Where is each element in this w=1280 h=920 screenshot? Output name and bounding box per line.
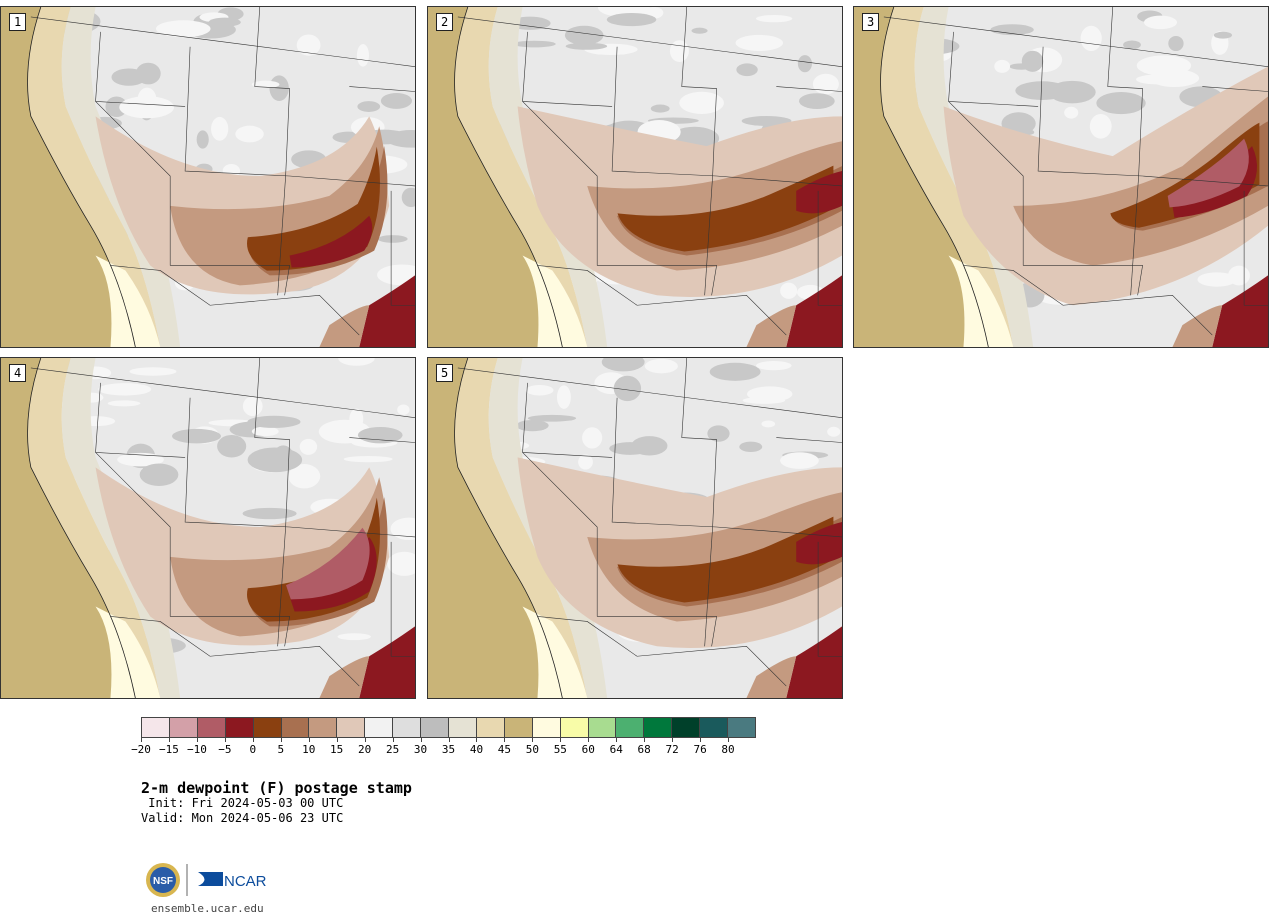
colorbar-swatch (448, 718, 477, 737)
colorbar-tick-mark (560, 738, 562, 742)
figure-title: 2-m dewpoint (F) postage stamp (141, 779, 412, 797)
colorbar-tick-mark (504, 738, 506, 742)
postage-stamp-3: 3 (853, 6, 1269, 348)
ncar-logo: NCAR (198, 872, 267, 890)
nsf-logo-text: NSF (153, 876, 173, 887)
postage-stamp-4: 4 (0, 357, 416, 699)
colorbar-swatch (672, 718, 701, 737)
colorbar-tick-mark (252, 738, 254, 742)
colorbar-swatch (588, 718, 617, 737)
colorbar-tick-label: 10 (302, 743, 316, 756)
colorbar-tick-mark (700, 738, 702, 742)
stamp-number-label: 4 (9, 364, 27, 382)
colorbar-tick-label: 68 (637, 743, 651, 756)
postage-stamp-5: 5 (427, 357, 843, 699)
postage-stamp-1: 1 (0, 6, 416, 348)
colorbar-tick-label: 60 (581, 743, 595, 756)
colorbar-tick-mark (224, 738, 226, 742)
colorbar-swatch (644, 718, 673, 737)
colorbar-tick-label: −20 (131, 743, 151, 756)
colorbar-swatch (197, 718, 226, 737)
colorbar-tick-label: 5 (277, 743, 285, 756)
colorbar-tick-label: 0 (249, 743, 257, 756)
colorbar-tick-mark (196, 738, 198, 742)
colorbar-tick-mark (616, 738, 618, 742)
stamp-number-label: 2 (436, 13, 454, 31)
colorbar-swatch (365, 718, 394, 737)
stamp-number-label: 3 (862, 13, 880, 31)
colorbar-swatch (253, 718, 282, 737)
colorbar-tick-mark (141, 738, 142, 742)
colorbar-tick-label: 35 (441, 743, 456, 756)
colorbar-tick-label: 64 (609, 743, 623, 756)
colorbar-tick-mark (476, 738, 478, 742)
colorbar-tick-label: 80 (721, 743, 735, 756)
colorbar-tick-mark (644, 738, 646, 742)
colorbar-tick-label: 50 (525, 743, 539, 756)
colorbar-swatch (421, 718, 449, 737)
init-time: Init: Fri 2024-05-03 00 UTC (141, 796, 344, 810)
colorbar-tick-label: −15 (159, 743, 179, 756)
stamp-number-label: 1 (9, 13, 27, 31)
colorbar-tick-mark (672, 738, 674, 742)
colorbar-tick-label: 25 (385, 743, 400, 756)
colorbar-tick-label: 45 (497, 743, 512, 756)
colorbar-swatch (225, 718, 254, 737)
stamp-number-label: 5 (436, 364, 454, 382)
logos: NSF NCAR (143, 860, 283, 900)
colorbar-tick-label: 30 (413, 743, 428, 756)
colorbar-tick-label: −5 (218, 743, 232, 756)
colorbar-tick-mark (364, 738, 366, 742)
colorbar-tick-label: 55 (553, 743, 567, 756)
colorbar-tick-label: 72 (665, 743, 679, 756)
website-link[interactable]: ensemble.ucar.edu (151, 902, 264, 915)
colorbar-tick-mark (280, 738, 282, 742)
colorbar-swatch (169, 718, 198, 737)
colorbar-swatch (700, 718, 729, 737)
colorbar-tick-label: −10 (186, 743, 207, 756)
colorbar-tick-mark (308, 738, 310, 742)
colorbar-swatch (142, 718, 170, 737)
colorbar-tick-label: 20 (358, 743, 372, 756)
colorbar-swatch (728, 718, 755, 737)
colorbar-tick-mark (392, 738, 394, 742)
colorbar-swatch (309, 718, 338, 737)
colorbar-tick-mark (336, 738, 338, 742)
valid-time: Valid: Mon 2024-05-06 23 UTC (141, 811, 344, 825)
colorbar-tick-label: 15 (330, 743, 344, 756)
colorbar (141, 717, 756, 738)
colorbar-swatch (616, 718, 645, 737)
colorbar-tick-mark (420, 738, 422, 742)
colorbar-swatch (476, 718, 505, 737)
colorbar-tick-mark (728, 738, 730, 742)
colorbar-tick-label: 40 (469, 743, 484, 756)
colorbar-swatch (337, 718, 366, 737)
colorbar-tick-label: 76 (693, 743, 707, 756)
postage-stamp-2: 2 (427, 6, 843, 348)
nsf-logo: NSF (146, 863, 180, 897)
colorbar-swatch (504, 718, 533, 737)
colorbar-swatch (281, 718, 310, 737)
colorbar-tick-mark (448, 738, 450, 742)
colorbar-tick-mark (588, 738, 590, 742)
colorbar-swatch (560, 718, 589, 737)
colorbar-tick-mark (168, 738, 170, 742)
colorbar-swatch (532, 718, 561, 737)
colorbar-tick-mark (532, 738, 534, 742)
colorbar-swatch (393, 718, 422, 737)
ncar-logo-text: NCAR (224, 873, 267, 890)
